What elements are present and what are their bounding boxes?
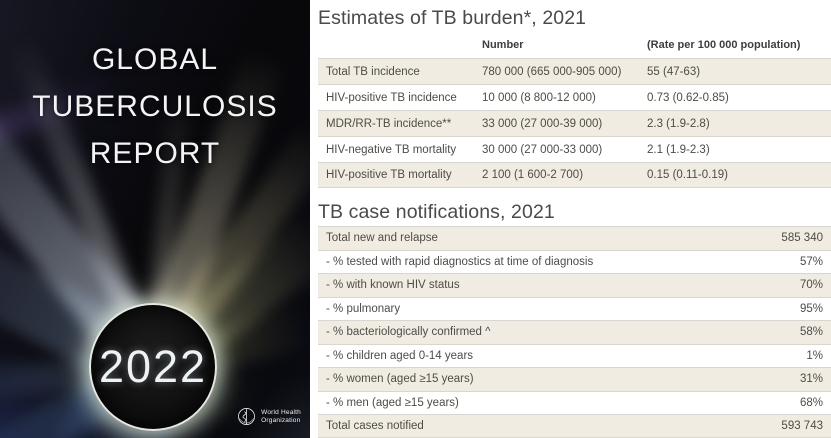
year-label: 2022 [98, 341, 208, 392]
cover-title-line1: GLOBAL [91, 43, 219, 76]
year-circle: 2022 [89, 303, 217, 431]
burden-header-rate: (Rate per 100 000 population) [647, 39, 801, 51]
burden-table: Number (Rate per 100 000 population) Tot… [318, 32, 831, 188]
table-row: HIV-negative TB mortality 30 000 (27 000… [318, 136, 831, 162]
row-label: - % men (aged ≥15 years) [326, 396, 459, 409]
row-value: 58% [799, 326, 823, 339]
row-rate: 2.1 (1.9-2.3) [647, 143, 710, 156]
row-label: HIV-positive TB incidence [326, 91, 457, 104]
burden-header-number: Number [482, 39, 524, 51]
table-row: - % men (aged ≥15 years) 68% [318, 390, 831, 414]
table-row: Total new and relapse 585 340 [318, 226, 831, 250]
table-row: - % children aged 0-14 years 1% [318, 343, 831, 367]
row-label: - % with known HIV status [326, 279, 460, 292]
table-row: - % women (aged ≥15 years) 31% [318, 367, 831, 391]
row-value: 31% [799, 373, 823, 386]
row-label: - % bacteriologically confirmed ^ [326, 326, 491, 339]
data-panel: Estimates of TB burden*, 2021 Number (Ra… [310, 0, 831, 438]
row-label: - % children aged 0-14 years [326, 349, 474, 362]
notifications-table: Total new and relapse 585 340 - % tested… [318, 226, 831, 438]
who-logo-line2: Organization [261, 416, 301, 424]
table-row: MDR/RR-TB incidence** 33 000 (27 000-39 … [318, 110, 831, 136]
row-label: - % tested with rapid diagnostics at tim… [326, 255, 594, 268]
who-logo: World Health Organization [236, 406, 301, 427]
row-label: - % pulmonary [326, 302, 401, 315]
row-value: 95% [799, 302, 823, 315]
row-value: 1% [806, 349, 823, 362]
cover-title-line3: REPORT [89, 137, 221, 170]
notifications-section-title: TB case notifications, 2021 [318, 201, 555, 223]
row-label: HIV-negative TB mortality [326, 143, 457, 156]
table-row: - % tested with rapid diagnostics at tim… [318, 249, 831, 273]
row-number: 33 000 (27 000-39 000) [482, 117, 603, 130]
row-label: Total new and relapse [326, 232, 438, 245]
row-number: 30 000 (27 000-33 000) [482, 143, 603, 156]
row-rate: 0.15 (0.11-0.19) [647, 169, 728, 181]
cover-title: GLOBAL TUBERCULOSIS REPORT [0, 36, 310, 177]
row-value: 57% [799, 255, 823, 268]
row-label: Total cases notified [326, 419, 424, 432]
row-value: 585 340 [781, 232, 823, 245]
row-rate: 2.3 (1.9-2.8) [647, 117, 710, 130]
table-row: HIV-positive TB incidence 10 000 (8 800-… [318, 84, 831, 110]
row-label: Total TB incidence [326, 65, 420, 78]
who-emblem-icon [238, 408, 256, 425]
row-number: 780 000 (665 000-905 000) [482, 65, 622, 78]
who-logo-line1: World Health [261, 409, 301, 416]
row-value: 68% [799, 396, 823, 409]
table-row: - % bacteriologically confirmed ^ 58% [318, 320, 831, 344]
report-cover: GLOBAL TUBERCULOSIS REPORT 2022 World He… [0, 0, 310, 438]
who-logo-text: World Health Organization [261, 409, 301, 424]
row-number: 10 000 (8 800-12 000) [482, 91, 596, 104]
row-label: HIV-positive TB mortality [326, 169, 452, 181]
row-value: 70% [799, 279, 823, 292]
table-row: Total cases notified 593 743 [318, 414, 831, 438]
row-value: 593 743 [781, 419, 823, 432]
cover-title-line2: TUBERCULOSIS [32, 90, 278, 123]
burden-header-row: Number (Rate per 100 000 population) [318, 32, 831, 58]
row-rate: 0.73 (0.62-0.85) [647, 91, 729, 104]
table-row: Total TB incidence 780 000 (665 000-905 … [318, 58, 831, 84]
row-label: - % women (aged ≥15 years) [326, 373, 474, 386]
table-row: - % pulmonary 95% [318, 296, 831, 320]
burden-section-title: Estimates of TB burden*, 2021 [318, 7, 587, 29]
row-number: 2 100 (1 600-2 700) [482, 169, 584, 181]
table-row: HIV-positive TB mortality 2 100 (1 600-2… [318, 162, 831, 188]
row-label: MDR/RR-TB incidence** [326, 117, 452, 130]
row-rate: 55 (47-63) [647, 65, 701, 78]
table-row: - % with known HIV status 70% [318, 273, 831, 297]
